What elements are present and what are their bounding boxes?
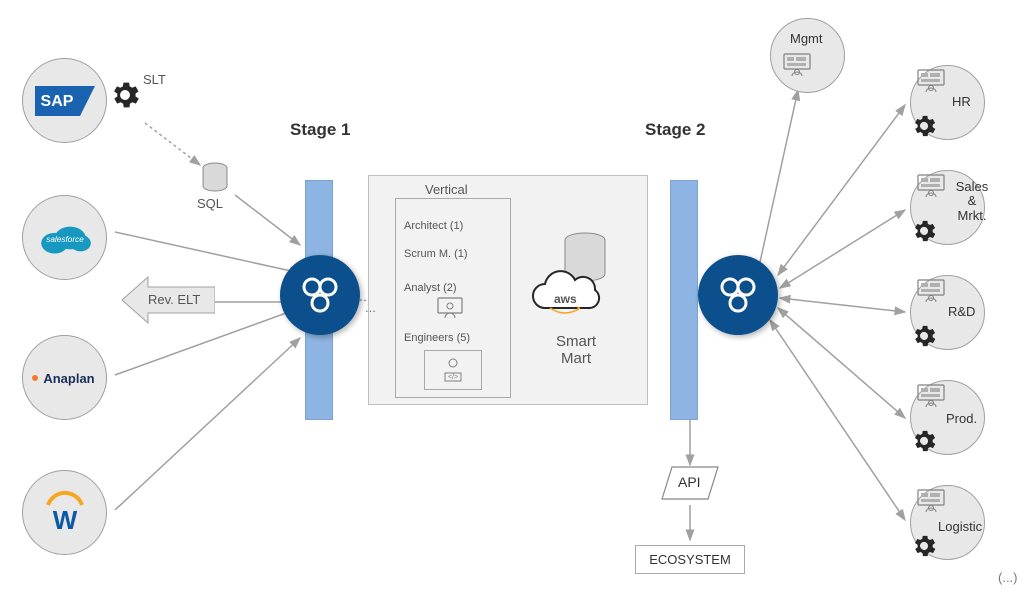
logistic-gear-icon <box>910 532 938 560</box>
dept-rnd-label: R&D <box>948 305 975 319</box>
logistic-screen-icon <box>916 488 946 512</box>
more-depts-ellipsis: (...) <box>998 570 1018 585</box>
hr-gear-icon <box>910 112 938 140</box>
stage1-ellipsis: ... <box>365 300 376 315</box>
dept-prod-label: Prod. <box>946 412 977 426</box>
stage1-label: Stage 1 <box>290 120 350 140</box>
snaplogic-icon <box>297 272 343 318</box>
aws-smile-icon <box>548 306 582 316</box>
prod-screen-icon <box>916 383 946 407</box>
role-analyst: Analyst (2) <box>404 282 457 294</box>
role-engineers: Engineers (5) <box>404 332 470 344</box>
sales-gear-icon <box>910 217 938 245</box>
svg-text:W: W <box>52 505 77 535</box>
ecosystem-label: ECOSYSTEM <box>649 552 731 567</box>
source-workday: W <box>22 470 107 555</box>
source-salesforce: salesforce <box>22 195 107 280</box>
vertical-label: Vertical <box>425 182 468 197</box>
sap-logo-icon: SAP <box>35 86 95 116</box>
svg-text:salesforce: salesforce <box>46 235 84 244</box>
stage1-center-circle <box>280 255 360 335</box>
dept-logistic-label: Logistic <box>938 520 982 534</box>
rnd-screen-icon <box>916 278 946 302</box>
aws-label: aws <box>554 292 577 306</box>
engineer-person-icon: </> <box>440 356 466 384</box>
snaplogic-icon <box>715 272 761 318</box>
salesforce-logo-icon: salesforce <box>34 217 96 259</box>
api-label: API <box>678 474 701 490</box>
analyst-person-icon <box>435 296 465 320</box>
role-architect: Architect (1) <box>404 220 463 232</box>
slt-gear-icon <box>108 78 142 112</box>
sap-logo-text: SAP <box>40 93 73 110</box>
source-sap: SAP <box>22 58 107 143</box>
svg-text:</>: </> <box>448 374 458 381</box>
dept-hr-label: HR <box>952 95 971 109</box>
smartmart-label: SmartMart <box>556 334 596 367</box>
ecosystem-box: ECOSYSTEM <box>635 545 745 574</box>
prod-gear-icon <box>910 427 938 455</box>
anaplan-logo-icon: Anaplan <box>29 366 101 390</box>
stage2-center-circle <box>698 255 778 335</box>
rev-elt-label: Rev. ELT <box>148 292 200 307</box>
stage2-label: Stage 2 <box>645 120 705 140</box>
mgmt-screen-icon <box>782 52 812 76</box>
source-anaplan: Anaplan <box>22 335 107 420</box>
sql-label: SQL <box>197 196 223 211</box>
sales-screen-icon <box>916 173 946 197</box>
workday-logo-icon: W <box>40 491 90 535</box>
rnd-gear-icon <box>910 322 938 350</box>
slt-label: SLT <box>143 72 166 87</box>
role-scrum: Scrum M. (1) <box>404 248 468 260</box>
hr-screen-icon <box>916 68 946 92</box>
smartmart-text: SmartMart <box>556 333 596 367</box>
mgmt-label: Mgmt <box>790 32 823 46</box>
svg-text:Anaplan: Anaplan <box>43 371 94 386</box>
sql-icon <box>200 162 230 194</box>
dept-sales-label: Sales&Mrkt. <box>950 180 994 223</box>
stage2-bar <box>670 180 698 420</box>
